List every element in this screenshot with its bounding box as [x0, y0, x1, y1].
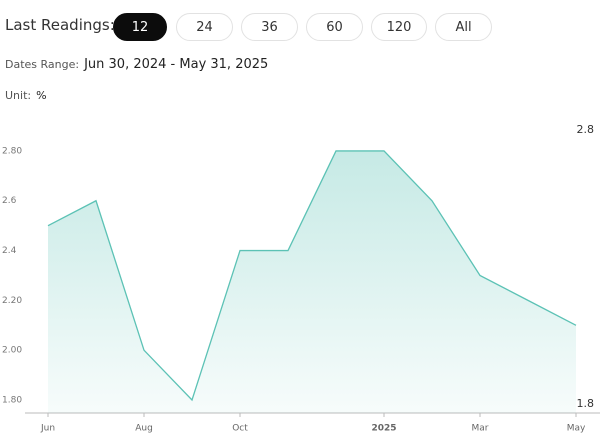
dates-label: Dates Range:: [5, 58, 80, 71]
y-tick-label: 2.20: [2, 296, 22, 306]
unit-label: Unit:: [5, 89, 32, 102]
range-button[interactable]: 12: [113, 13, 167, 41]
unit-row: Unit: %: [5, 89, 47, 102]
range-button[interactable]: 24: [176, 13, 233, 41]
unit-value: %: [36, 89, 47, 102]
x-tick-label: Aug: [135, 424, 153, 434]
line: [47, 150, 577, 402]
y-tick-label: 2.6: [2, 196, 17, 206]
x-tick-label: Mar: [472, 424, 489, 434]
max-annotation: 2.8: [577, 123, 595, 136]
y-tick-label: 1.80: [2, 395, 22, 405]
range-button[interactable]: 36: [241, 13, 298, 41]
range-button[interactable]: 60: [306, 13, 363, 41]
x-tick-label: May: [567, 424, 586, 434]
readings-row: Last Readings:: [5, 16, 115, 34]
range-button[interactable]: 120: [371, 13, 427, 41]
x-tick-label: 2025: [371, 424, 396, 434]
x-tick-label: Oct: [232, 424, 248, 434]
range-button[interactable]: All: [435, 13, 492, 41]
x-tick-label: Jun: [40, 424, 55, 434]
y-tick-label: 2.00: [2, 346, 22, 356]
min-annotation: 1.8: [577, 397, 595, 410]
area: [48, 150, 576, 413]
y-tick-label: 2.80: [2, 146, 22, 156]
dates-value: Jun 30, 2024 - May 31, 2025: [84, 57, 269, 72]
readings-label: Last Readings:: [5, 16, 115, 34]
dates-row: Dates Range: Jun 30, 2024 - May 31, 2025: [5, 57, 268, 72]
y-tick-label: 2.4: [2, 246, 17, 256]
